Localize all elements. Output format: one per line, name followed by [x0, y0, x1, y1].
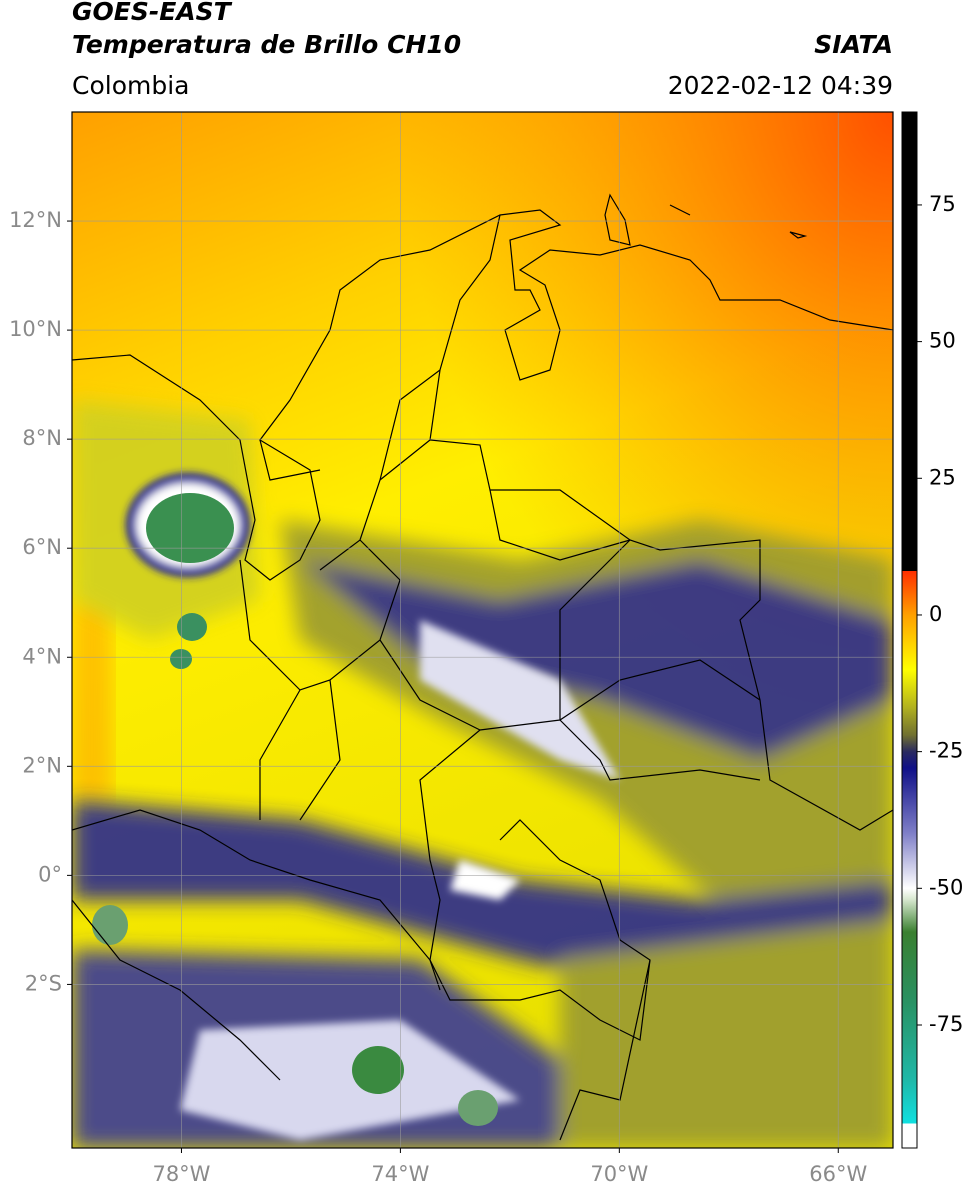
satellite-image: [72, 112, 893, 1148]
borders: [72, 193, 893, 1141]
colorbar-tick-label: -25: [929, 739, 963, 763]
subtitle: Temperatura de Brillo CH10: [72, 30, 461, 59]
y-tick-label: 6°N: [22, 535, 62, 559]
colorbar-tick-label: 25: [929, 465, 956, 489]
graticule: [72, 112, 893, 1148]
colorbar-tick-label: 75: [929, 192, 956, 216]
ticks: 78°W 74°W 70°W 66°W 12°N 10°N 8°N 6°N 4°N 2°N 0° 2°…: [9, 208, 867, 1186]
colorbar-bar: [901, 111, 918, 1149]
map-frame: [71, 111, 894, 1149]
colorbar-tick-label: 0: [929, 602, 942, 626]
region: Colombia: [72, 71, 189, 100]
y-tick-label: 2°N: [22, 753, 62, 777]
source: SIATA: [814, 30, 893, 59]
x-tick-label: 66°W: [809, 1162, 867, 1186]
y-tick-label: 2°S: [25, 971, 62, 995]
x-tick-label: 74°W: [371, 1162, 429, 1186]
title: GOES-EAST: [72, 0, 233, 26]
x-tick-label: 70°W: [590, 1162, 648, 1186]
y-tick-label: 4°N: [22, 644, 62, 668]
y-tick-label: 8°N: [22, 426, 62, 450]
y-tick-label: 0°: [38, 862, 62, 886]
datetime: 2022-02-12 04:39: [668, 71, 893, 100]
colorbar-tick-label: -50: [929, 875, 963, 899]
colorbar-tick-label: -75: [929, 1012, 963, 1036]
colorbar-tick-label: 50: [929, 329, 956, 353]
y-tick-label: 10°N: [9, 317, 62, 341]
y-tick-label: 12°N: [9, 208, 62, 232]
x-tick-label: 78°W: [152, 1162, 210, 1186]
colorbar: 75 50 25 0 -25 -50 -75: [901, 111, 963, 1149]
